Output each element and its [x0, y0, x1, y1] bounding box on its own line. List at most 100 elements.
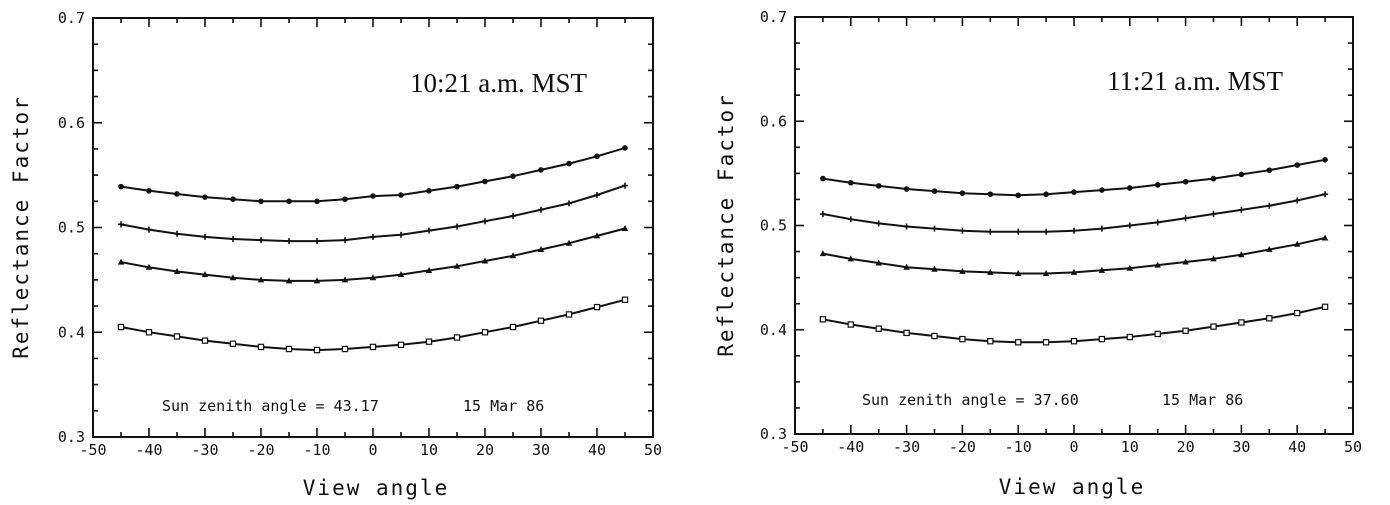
- data-point: [622, 145, 628, 151]
- x-tick-label: 50: [644, 441, 662, 459]
- data-point: [314, 198, 320, 205]
- x-tick-label: 0: [1069, 438, 1078, 456]
- sun-zenith-note: Sun zenith angle = 43.17: [162, 397, 379, 415]
- x-tick-label: -10: [1005, 438, 1032, 456]
- data-point: [229, 274, 237, 281]
- x-axis-title: View angle: [303, 476, 449, 500]
- data-point: [1154, 261, 1161, 268]
- data-point: [146, 188, 152, 194]
- data-point: [621, 296, 629, 303]
- series-triangle: [819, 234, 1329, 276]
- data-point: [847, 216, 854, 223]
- data-point: [819, 250, 827, 257]
- data-point: [1210, 323, 1217, 330]
- data-point: [1210, 211, 1217, 218]
- data-point: [397, 341, 405, 349]
- data-point: [1238, 251, 1245, 258]
- data-point: [201, 337, 209, 344]
- data-point: [1238, 319, 1245, 326]
- y-tick-label: 0.3: [58, 428, 85, 446]
- data-point: [398, 231, 404, 238]
- data-point: [1294, 240, 1301, 247]
- data-point: [510, 173, 516, 179]
- data-point: [1014, 339, 1022, 346]
- data-point: [1126, 222, 1133, 229]
- data-point: [594, 192, 600, 199]
- x-tick-label: -40: [837, 438, 864, 456]
- x-tick-label: -40: [135, 441, 162, 459]
- data-point: [931, 265, 938, 272]
- data-point: [369, 274, 377, 281]
- data-point: [931, 225, 938, 232]
- data-point: [538, 206, 544, 213]
- data-point: [622, 182, 628, 189]
- data-point: [1015, 228, 1022, 235]
- data-point: [370, 193, 376, 199]
- data-point: [1266, 202, 1273, 209]
- chart-panel-right: Reflectance Factor View angle 11:21 a.m.…: [714, 8, 1362, 499]
- data-point: [931, 188, 938, 194]
- data-point: [1238, 206, 1245, 213]
- y-tick-label: 0.4: [760, 321, 787, 339]
- series-plus: [118, 182, 628, 245]
- data-point: [117, 323, 125, 331]
- data-point: [847, 255, 854, 262]
- y-tick-label: 0.6: [58, 114, 85, 132]
- data-point: [453, 334, 461, 341]
- data-point: [903, 263, 910, 270]
- x-tick-label: 20: [476, 441, 494, 459]
- data-point: [875, 259, 882, 266]
- data-point: [453, 262, 461, 269]
- data-point: [1042, 339, 1050, 346]
- x-tick-label: -10: [303, 441, 330, 459]
- data-point: [509, 252, 517, 259]
- data-point: [369, 343, 377, 351]
- data-point: [1154, 219, 1161, 226]
- series-circle: [820, 157, 1328, 199]
- data-point: [174, 230, 180, 237]
- data-point: [819, 211, 826, 218]
- data-point: [1043, 228, 1050, 235]
- data-point: [286, 198, 292, 205]
- data-point: [903, 329, 910, 337]
- data-point: [257, 276, 265, 283]
- data-point: [202, 233, 208, 240]
- data-point: [1126, 333, 1133, 341]
- x-tick-label: 30: [1232, 438, 1250, 456]
- data-point: [987, 191, 994, 198]
- y-tick-label: 0.7: [760, 8, 787, 26]
- data-point: [820, 175, 826, 182]
- data-point: [1070, 338, 1078, 345]
- data-point: [621, 225, 629, 232]
- series-line: [822, 193, 1326, 233]
- data-point: [454, 223, 460, 230]
- data-point: [118, 183, 124, 190]
- data-point: [959, 227, 966, 234]
- data-point: [1154, 330, 1161, 338]
- data-point: [426, 227, 432, 234]
- data-point: [1210, 255, 1217, 262]
- data-point: [342, 196, 348, 203]
- series-line: [120, 298, 626, 352]
- data-point: [285, 345, 293, 353]
- data-point: [230, 196, 236, 203]
- data-point: [566, 200, 572, 207]
- data-point: [959, 267, 966, 274]
- data-point: [987, 228, 994, 235]
- data-point: [229, 340, 237, 347]
- data-point: [342, 237, 348, 244]
- data-point: [819, 316, 827, 323]
- data-point: [257, 343, 265, 351]
- series-plus: [819, 191, 1329, 235]
- data-point: [987, 268, 994, 275]
- data-point: [482, 178, 488, 185]
- data-point: [1071, 189, 1077, 195]
- data-point: [1294, 162, 1300, 168]
- y-tick-label: 0.3: [760, 425, 787, 443]
- x-tick-label: -30: [893, 438, 920, 456]
- data-point: [313, 346, 321, 354]
- data-point: [565, 311, 573, 318]
- data-point: [903, 186, 910, 192]
- x-axis-title: View angle: [999, 475, 1145, 499]
- data-point: [202, 194, 208, 200]
